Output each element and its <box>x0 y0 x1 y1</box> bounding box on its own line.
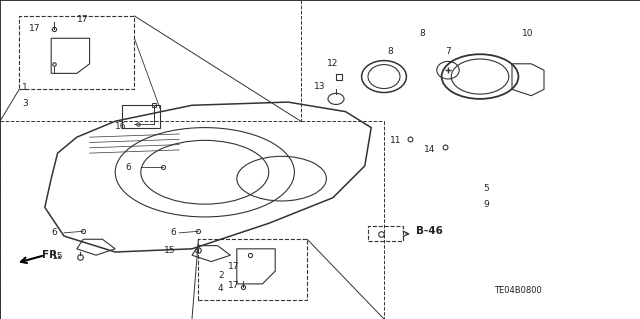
Text: 5: 5 <box>484 184 489 193</box>
Bar <box>368 226 403 241</box>
Text: 17: 17 <box>29 24 41 33</box>
Text: 13: 13 <box>314 82 326 91</box>
Text: 11: 11 <box>390 136 401 145</box>
Text: FR.: FR. <box>42 250 61 260</box>
Text: 12: 12 <box>327 59 339 68</box>
Text: 16: 16 <box>115 122 126 130</box>
Text: 9: 9 <box>484 200 489 209</box>
Text: 15: 15 <box>164 246 175 255</box>
Text: B-46: B-46 <box>416 226 443 236</box>
Text: 6: 6 <box>125 163 131 172</box>
Text: 14: 14 <box>424 145 436 154</box>
Text: 6: 6 <box>170 228 175 237</box>
Text: 4: 4 <box>218 284 223 293</box>
Text: 17: 17 <box>228 281 239 290</box>
Text: 2: 2 <box>218 271 223 280</box>
Text: 10: 10 <box>522 29 534 38</box>
Text: 6: 6 <box>52 228 57 237</box>
Text: 15: 15 <box>52 252 63 261</box>
Text: 17: 17 <box>228 262 239 271</box>
Text: 8: 8 <box>388 47 393 56</box>
Text: 3: 3 <box>22 99 28 108</box>
Text: 1: 1 <box>22 83 28 92</box>
Text: 17: 17 <box>77 15 89 24</box>
Text: 7: 7 <box>445 47 451 56</box>
Text: TE04B0800: TE04B0800 <box>495 286 542 295</box>
Text: 8: 8 <box>420 29 425 38</box>
